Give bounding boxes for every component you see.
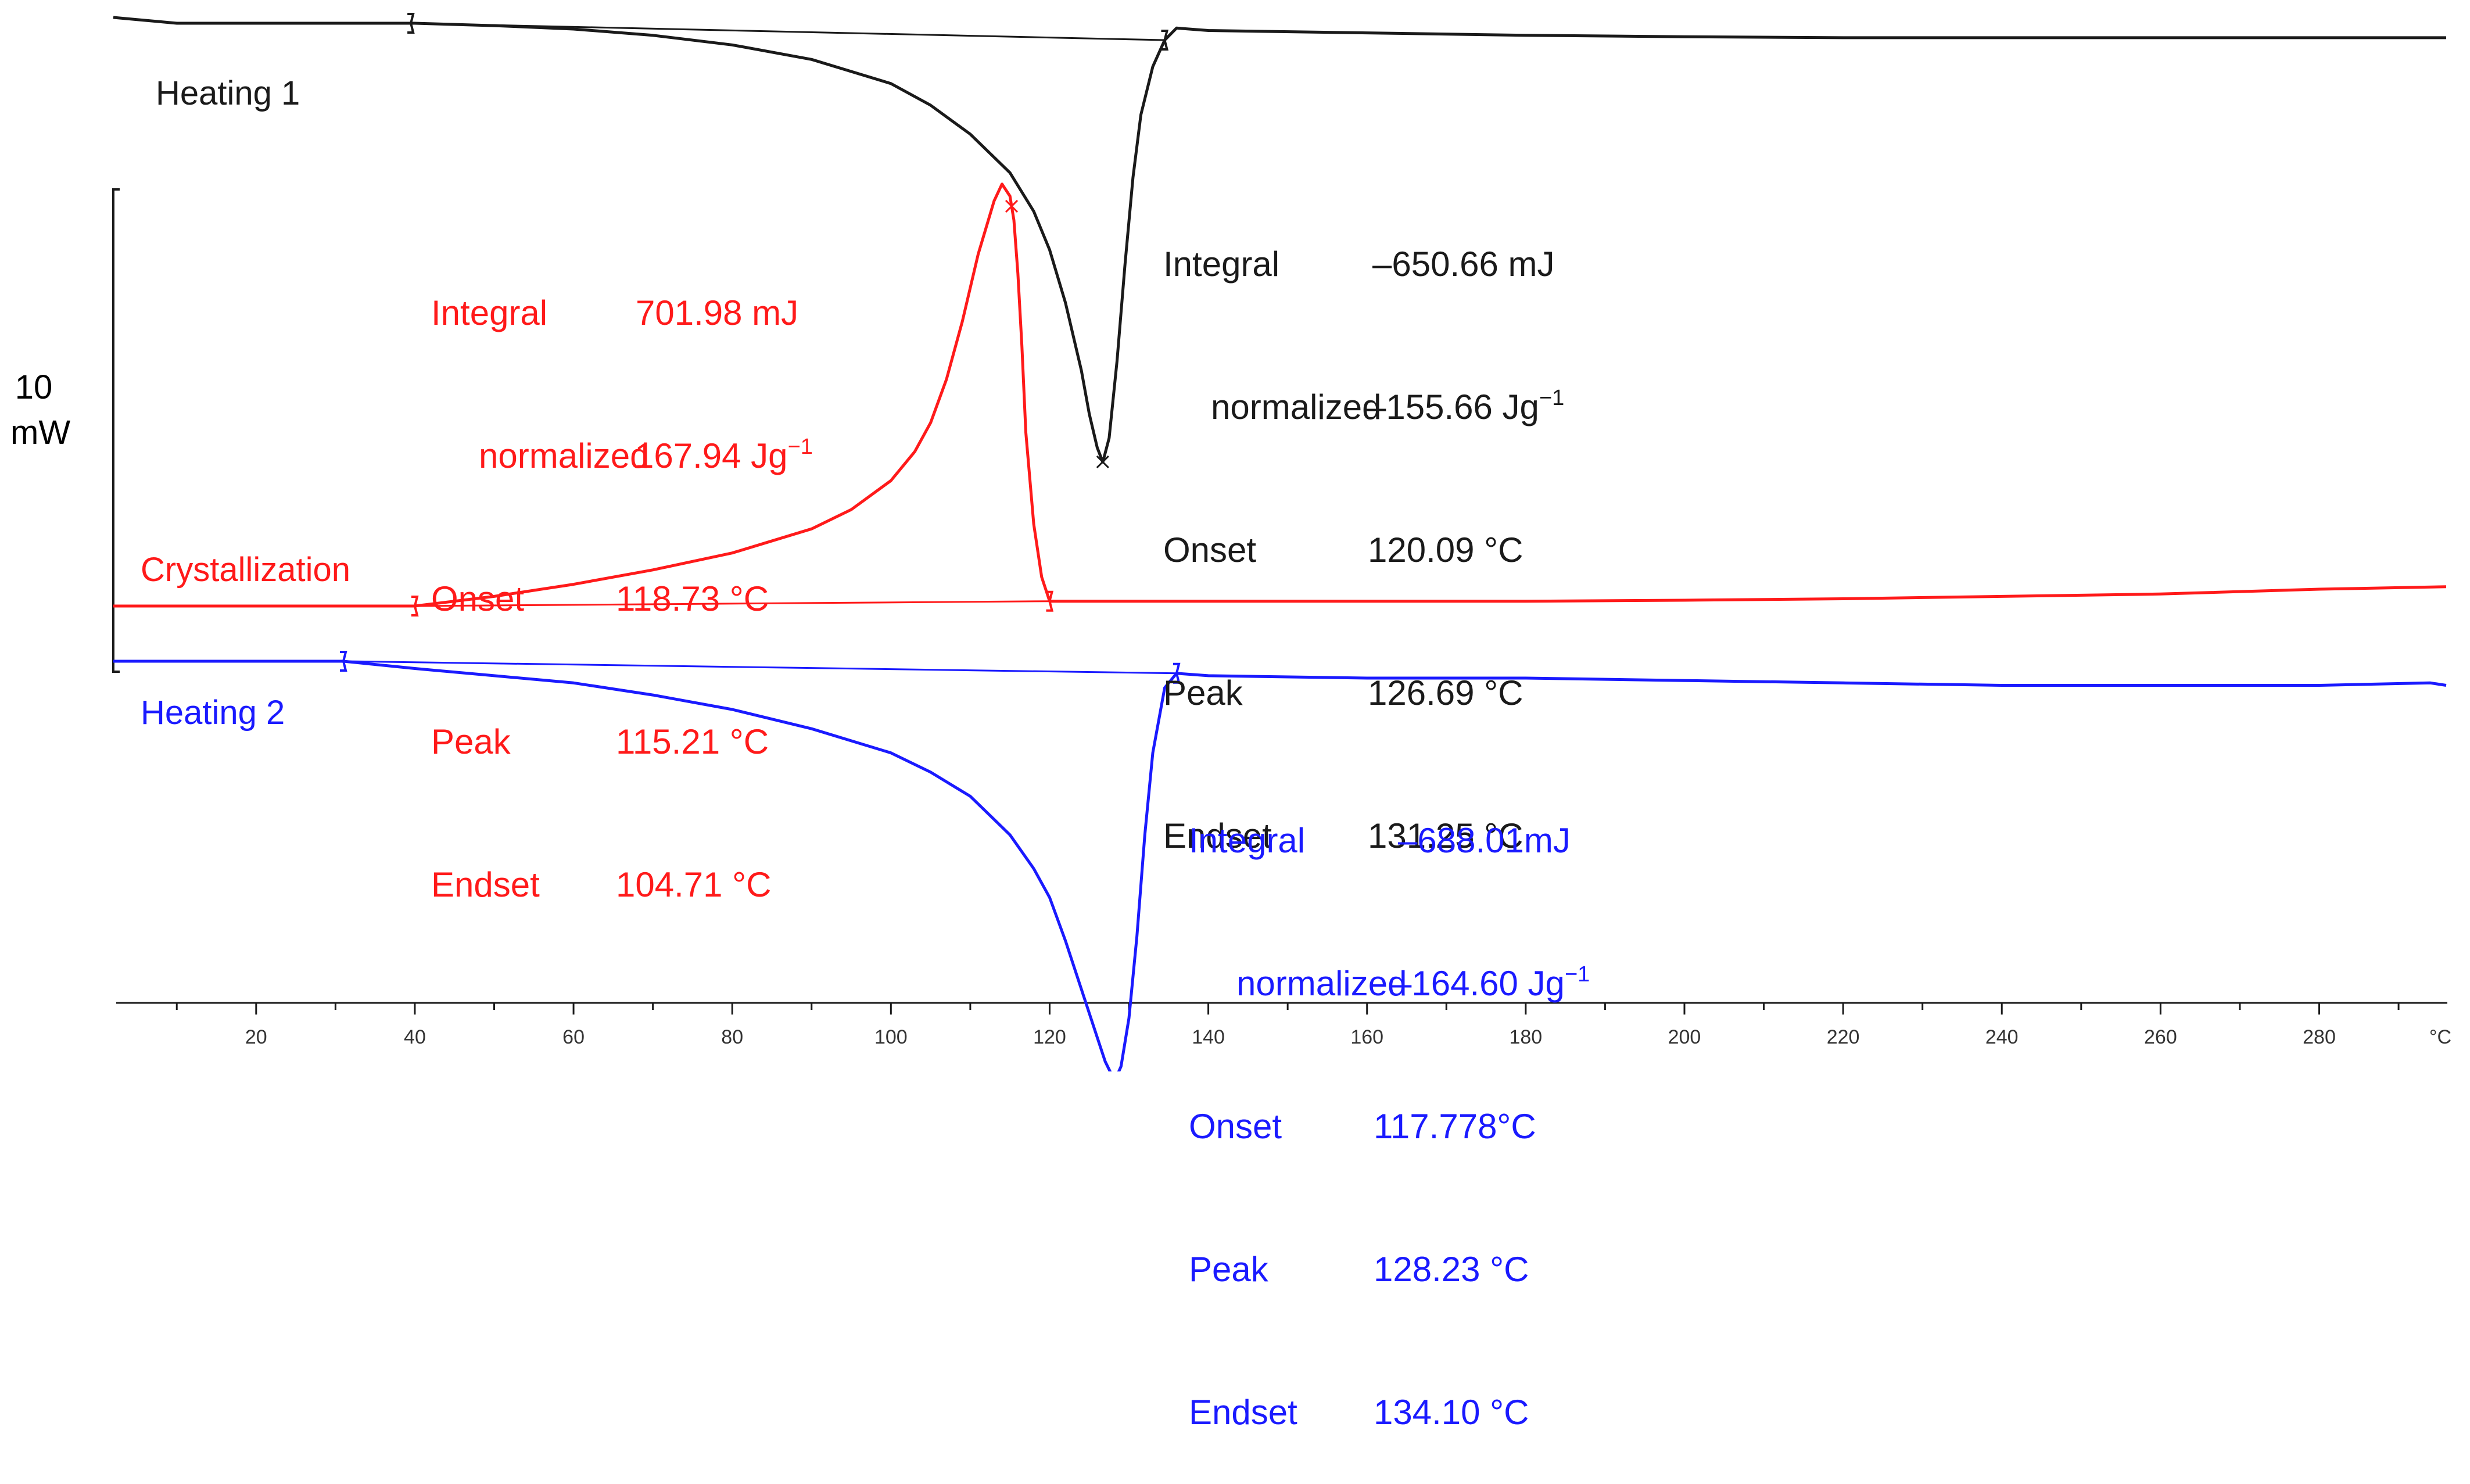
integration-limit-marker bbox=[340, 651, 347, 672]
series-lines bbox=[113, 16, 2447, 1071]
integration-limit-marker bbox=[1046, 590, 1054, 612]
annotation-heating-2: Integral –688.01mJ normalized –164.60 Jg−1… bbox=[1189, 722, 1700, 1484]
peak-label: Peak bbox=[1189, 1250, 1268, 1289]
integration-limit-marker bbox=[1173, 662, 1181, 684]
endset-label: Endset bbox=[1189, 1393, 1297, 1432]
peak-marker bbox=[1096, 455, 1109, 469]
integration-baseline bbox=[414, 600, 1050, 607]
onset-label: Onset bbox=[1163, 530, 1257, 569]
x-tick-label: 80 bbox=[721, 1026, 743, 1048]
endset-value: 104.71 °C bbox=[616, 865, 772, 904]
dsc-plot: 20 40 60 80 100 120 140 160 180 200 220 240 260 280 °C bbox=[112, 13, 2451, 1071]
x-axis-unit: °C bbox=[2429, 1026, 2451, 1048]
series-label-heating-1: Heating 1 bbox=[156, 74, 300, 112]
x-tick-label: 280 bbox=[2303, 1026, 2336, 1048]
integral-label: Integral bbox=[1163, 245, 1280, 284]
annotation-heating-1: Integral –650.66 mJ normalized –155.66 Jg−… bbox=[1163, 145, 1675, 908]
normalized-value: –164.60 Jg bbox=[1392, 964, 1565, 1003]
x-tick-label: 40 bbox=[404, 1026, 426, 1048]
onset-label: Onset bbox=[431, 579, 525, 618]
series-line-crystallization bbox=[113, 182, 2447, 608]
normalized-value: –155.66 Jg bbox=[1367, 388, 1539, 426]
inverse-unit-exponent: −1 bbox=[1564, 962, 1590, 987]
inverse-unit-exponent: −1 bbox=[1539, 386, 1565, 410]
x-tick-label: 100 bbox=[874, 1026, 908, 1048]
series-line-heating-1 bbox=[113, 16, 2446, 464]
integration-markers bbox=[340, 13, 1181, 684]
scale-bar-line bbox=[112, 188, 120, 673]
integral-label: Integral bbox=[431, 293, 548, 332]
peak-label: Peak bbox=[1163, 673, 1243, 712]
onset-value: 118.73 °C bbox=[616, 579, 769, 618]
annotation-crystallization: Integral 701.98 mJ normalized 167.94 Jg−1 … bbox=[431, 194, 873, 956]
peak-value: 126.69 °C bbox=[1368, 673, 1523, 712]
scale-bar-value: 10 bbox=[15, 368, 53, 406]
series-label-crystallization: Crystallization bbox=[141, 551, 350, 589]
onset-value: 117.778°C bbox=[1374, 1107, 1536, 1146]
normalized-label: normalized bbox=[1211, 388, 1382, 426]
scale-bar-unit: mW bbox=[10, 414, 71, 451]
x-axis: 20 40 60 80 100 120 140 160 180 200 220 240 260 280 °C bbox=[116, 1002, 2451, 1048]
endset-value: 131.25 °C bbox=[1368, 816, 1523, 855]
normalized-label: normalized bbox=[479, 436, 650, 475]
onset-value: 120.09 °C bbox=[1368, 530, 1523, 569]
normalized-label: normalized bbox=[1236, 964, 1407, 1003]
integration-limit-marker bbox=[411, 596, 419, 616]
x-tick-label: 240 bbox=[1985, 1026, 2019, 1048]
integration-baseline bbox=[343, 660, 1177, 675]
integral-value: –650.66 mJ bbox=[1372, 245, 1555, 284]
x-tick-label: 160 bbox=[1350, 1026, 1383, 1048]
series-line-heating-2 bbox=[113, 659, 2447, 1071]
endset-label: Endset bbox=[431, 865, 540, 904]
endset-value: 134.10 °C bbox=[1374, 1393, 1529, 1432]
endset-label: Endset bbox=[1163, 816, 1272, 855]
integral-value: –688.01mJ bbox=[1398, 821, 1571, 860]
x-tick-label: 200 bbox=[1668, 1026, 1701, 1048]
x-tick-label: 220 bbox=[1827, 1026, 1860, 1048]
integration-baseline bbox=[411, 22, 1165, 41]
normalized-value: 167.94 Jg bbox=[634, 436, 788, 475]
onset-label: Onset bbox=[1189, 1107, 1282, 1146]
scale-bar-label: 10 mW bbox=[10, 365, 71, 456]
x-tick-label: 20 bbox=[245, 1026, 267, 1048]
integration-limit-marker bbox=[407, 13, 415, 34]
inverse-unit-exponent: −1 bbox=[787, 435, 813, 459]
series-label-heating-2: Heating 2 bbox=[141, 694, 285, 732]
peak-value: 115.21 °C bbox=[616, 722, 769, 761]
x-tick-label: 140 bbox=[1192, 1026, 1225, 1048]
x-tick-label: 180 bbox=[1509, 1026, 1542, 1048]
peak-value: 128.23 °C bbox=[1374, 1250, 1529, 1289]
integration-limit-marker bbox=[1161, 30, 1169, 51]
x-tick-label: 120 bbox=[1033, 1026, 1066, 1048]
peak-marker bbox=[1005, 199, 1019, 213]
integral-value: 701.98 mJ bbox=[636, 293, 799, 332]
x-tick-label: 60 bbox=[562, 1026, 585, 1048]
peak-label: Peak bbox=[431, 722, 511, 761]
scale-bar bbox=[112, 188, 120, 673]
x-tick-label: 260 bbox=[2144, 1026, 2177, 1048]
integral-label: Integral bbox=[1189, 821, 1306, 860]
